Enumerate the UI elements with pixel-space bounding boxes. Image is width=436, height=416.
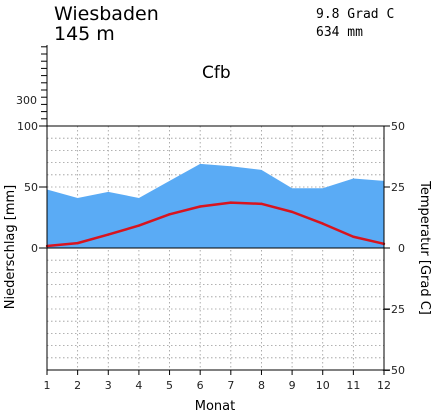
left-tick-300: 300 xyxy=(16,94,37,107)
temperature-point-11 xyxy=(352,235,355,238)
temperature-point-6 xyxy=(198,205,202,208)
temperature-point-3 xyxy=(107,233,110,236)
right-tick-4: −25 xyxy=(382,303,405,316)
precipitation-area xyxy=(47,163,384,248)
x-tick-2: 2 xyxy=(74,379,81,392)
temperature-point-5 xyxy=(168,213,171,216)
right-axis-label: Temperatur [Grad C] xyxy=(417,180,432,315)
temperature-point-4 xyxy=(137,224,141,227)
right-tick-1: 50 xyxy=(391,120,405,133)
x-tick-9: 9 xyxy=(289,379,296,392)
left-axis-label: Niederschlag [mm] xyxy=(3,185,18,310)
temperature-point-2 xyxy=(76,241,79,245)
x-tick-8: 8 xyxy=(258,379,265,392)
station-elevation: 145 m xyxy=(54,23,115,45)
temperature-point-9 xyxy=(290,210,294,214)
right-tick-3: 0 xyxy=(398,242,405,255)
x-tick-11: 11 xyxy=(346,379,360,392)
x-tick-4: 4 xyxy=(135,379,142,392)
left-tick-0: 0 xyxy=(31,242,38,255)
temperature-point-7 xyxy=(229,201,233,204)
x-axis-label: Monat xyxy=(195,399,235,414)
x-tick-5: 5 xyxy=(166,379,173,392)
plot-frame xyxy=(39,125,390,375)
left-tick-50: 50 xyxy=(24,181,38,194)
x-tick-12: 12 xyxy=(377,379,391,392)
temperature-point-10 xyxy=(321,222,324,225)
climate-class: Cfb xyxy=(202,63,231,83)
x-tick-6: 6 xyxy=(197,379,204,392)
right-tick-5: −50 xyxy=(382,364,405,377)
station-name: Wiesbaden xyxy=(54,3,159,25)
left-tick-100: 100 xyxy=(17,120,38,133)
upper-precip-axis: 300 xyxy=(16,45,48,126)
x-tick-1: 1 xyxy=(44,379,51,392)
x-tick-10: 10 xyxy=(316,379,330,392)
x-tick-7: 7 xyxy=(227,379,234,392)
annual-precipitation: 634 mm xyxy=(316,25,363,40)
temperature-line xyxy=(46,201,385,248)
x-tick-3: 3 xyxy=(105,379,112,392)
temperature-point-8 xyxy=(260,202,263,206)
mean-temperature: 9.8 Grad C xyxy=(316,7,394,22)
right-tick-2: 25 xyxy=(391,181,405,194)
